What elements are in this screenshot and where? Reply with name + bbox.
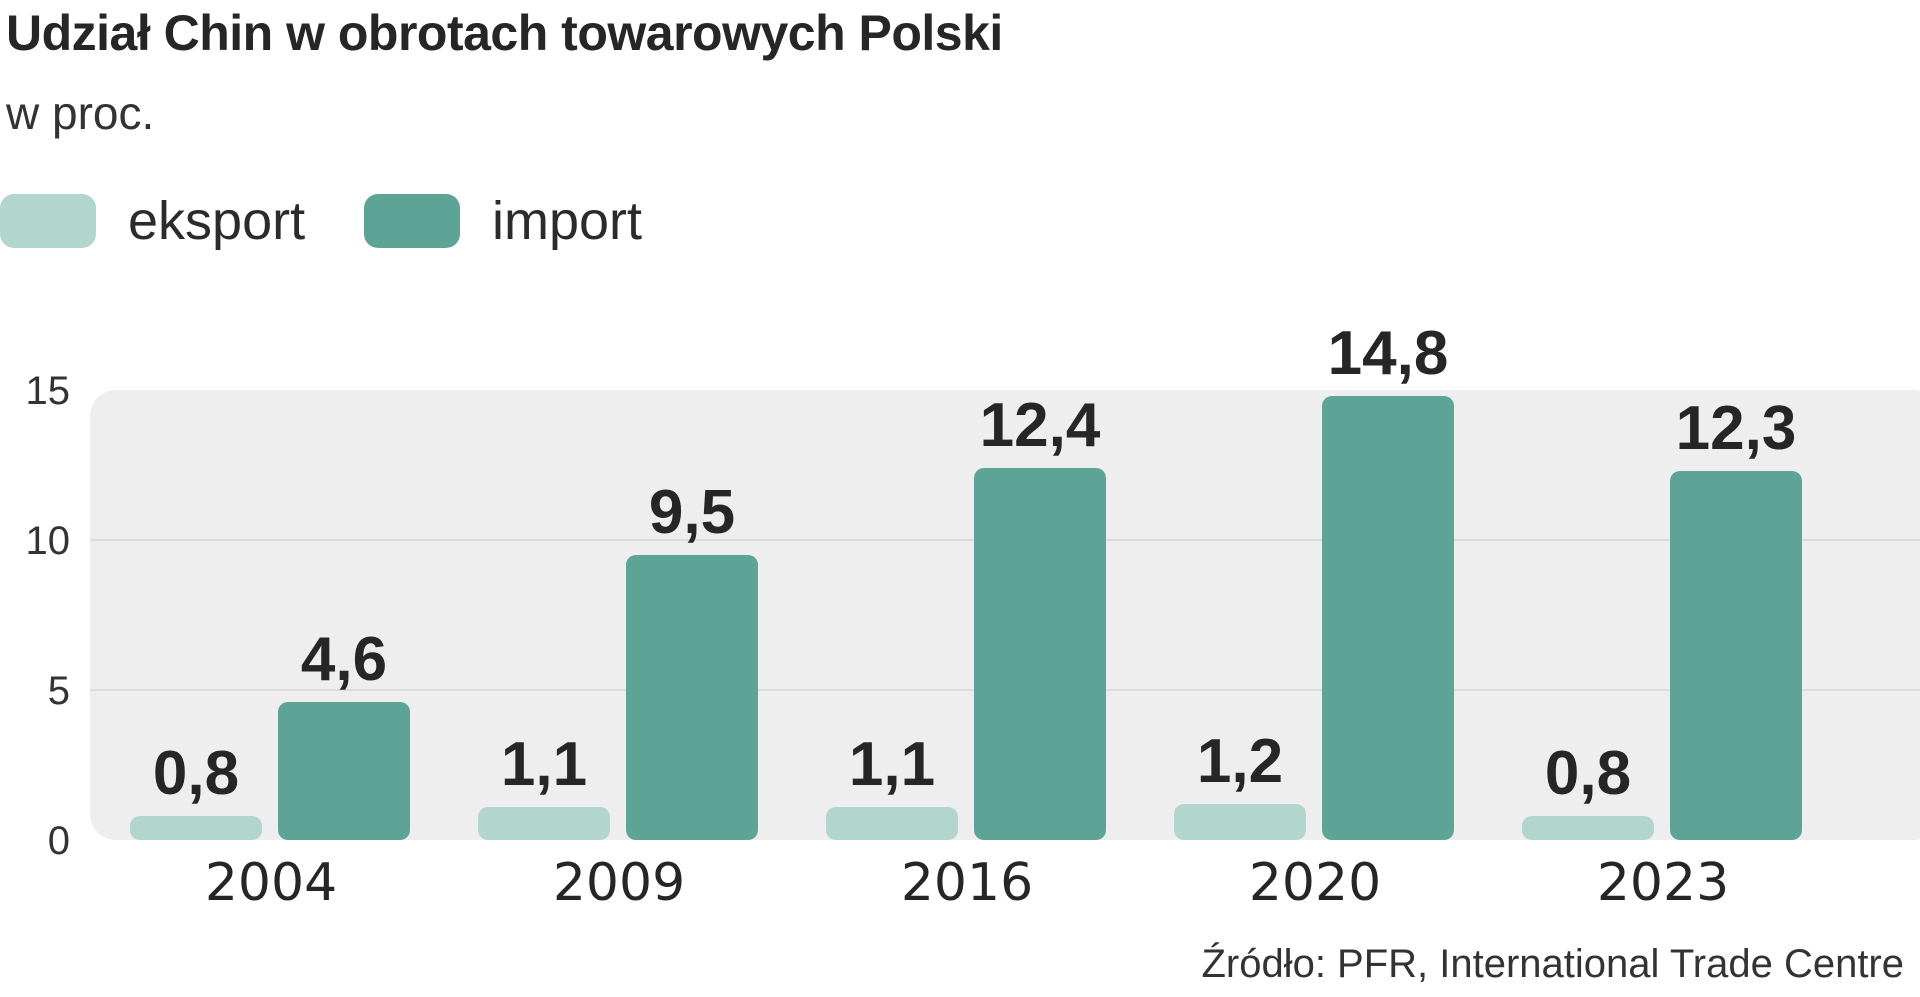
bar-import: [1670, 471, 1802, 840]
legend-swatch-eksport: [0, 194, 96, 248]
data-label-eksport: 0,8: [1545, 739, 1631, 808]
x-tick-label: 2016: [901, 853, 1033, 913]
y-tick-label: 0: [48, 819, 70, 863]
data-label-import: 9,5: [649, 478, 735, 547]
bar-import: [1322, 396, 1454, 840]
chart-subtitle: w proc.: [6, 87, 155, 139]
data-label-eksport: 1,1: [501, 730, 587, 799]
data-label-import: 12,4: [980, 391, 1101, 460]
source-note: Źródło: PFR, International Trade Centre: [1201, 942, 1904, 986]
legend-label-eksport: eksport: [128, 191, 306, 251]
bar-import: [278, 702, 410, 840]
bar-eksport: [1522, 816, 1654, 840]
bar-eksport: [130, 816, 262, 840]
data-label-eksport: 1,1: [849, 730, 935, 799]
data-label-import: 12,3: [1676, 394, 1797, 463]
data-label-eksport: 1,2: [1197, 727, 1283, 796]
bar-eksport: [826, 807, 958, 840]
x-tick-label: 2009: [553, 853, 685, 913]
x-tick-label: 2004: [205, 853, 337, 913]
data-label-import: 14,8: [1328, 319, 1449, 388]
bar-eksport: [1174, 804, 1306, 840]
legend-label-import: import: [492, 191, 643, 251]
y-tick-label: 10: [26, 519, 71, 563]
bar-eksport: [478, 807, 610, 840]
x-tick-label: 2020: [1249, 853, 1381, 913]
data-label-eksport: 0,8: [153, 739, 239, 808]
y-tick-label: 15: [26, 369, 71, 413]
x-tick-label: 2023: [1597, 853, 1729, 913]
legend-swatch-import: [364, 194, 460, 248]
chart-title: Udział Chin w obrotach towarowych Polski: [6, 5, 1003, 61]
bar-import: [626, 555, 758, 840]
y-tick-label: 5: [48, 669, 70, 713]
data-label-import: 4,6: [301, 625, 387, 694]
bar-import: [974, 468, 1106, 840]
